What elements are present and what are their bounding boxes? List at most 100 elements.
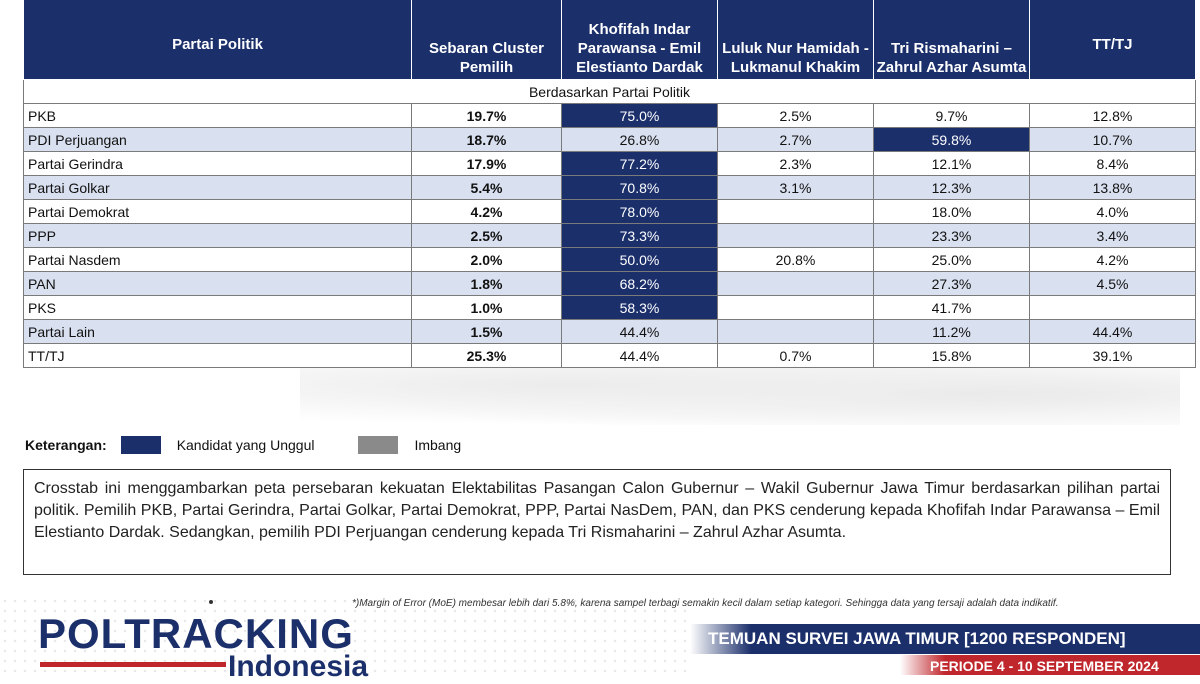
cell-khofifah: 50.0% (561, 247, 718, 272)
cell-khofifah: 68.2% (561, 271, 718, 296)
cell-tttj: 4.2% (1029, 247, 1196, 272)
legend-winner-swatch (120, 436, 161, 454)
cell-party: PDI Perjuangan (23, 127, 412, 152)
cell-party: PKB (23, 103, 412, 128)
cell-tttj: 39.1% (1029, 343, 1196, 368)
table-row: PAN 1.8% 68.2% 27.3% 4.5% (23, 271, 1196, 296)
cell-spread: 19.7% (411, 103, 562, 128)
survey-banner-title: TEMUAN SURVEI JAWA TIMUR [1200 RESPONDEN… (690, 624, 1200, 654)
cell-khofifah: 58.3% (561, 295, 718, 320)
cell-party: TT/TJ (23, 343, 412, 368)
cell-luluk: 20.8% (717, 247, 874, 272)
cell-risma: 15.8% (873, 343, 1030, 368)
table-row: Partai Lain 1.5% 44.4% 11.2% 44.4% (23, 319, 1196, 344)
footer-dot-pattern (0, 596, 690, 675)
cell-party: PPP (23, 223, 412, 248)
header-party: Partai Politik (23, 0, 412, 80)
cell-risma: 9.7% (873, 103, 1030, 128)
cell-party: Partai Nasdem (23, 247, 412, 272)
table-row: TT/TJ 25.3% 44.4% 0.7% 15.8% 39.1% (23, 343, 1196, 368)
survey-banner-period: PERIODE 4 - 10 SEPTEMBER 2024 (900, 655, 1200, 675)
table-row: PKS 1.0% 58.3% 41.7% (23, 295, 1196, 320)
cell-party: Partai Lain (23, 319, 412, 344)
cell-khofifah: 44.4% (561, 319, 718, 344)
cell-party: PAN (23, 271, 412, 296)
table-row: Partai Demokrat 4.2% 78.0% 18.0% 4.0% (23, 199, 1196, 224)
cell-risma: 12.1% (873, 151, 1030, 176)
legend: Keterangan: Kandidat yang Unggul Imbang (25, 435, 505, 455)
cell-luluk: 2.3% (717, 151, 874, 176)
header-risma: Tri Rismaharini – Zahrul Azhar Asumta (873, 0, 1030, 80)
header-tttj: TT/TJ (1029, 0, 1196, 80)
cell-spread: 5.4% (411, 175, 562, 200)
cell-luluk: 0.7% (717, 343, 874, 368)
moe-note: *)Margin of Error (MoE) membesar lebih d… (352, 598, 1059, 609)
section-row: Berdasarkan Partai Politik (23, 79, 1196, 104)
logo-dot (209, 600, 213, 604)
cell-luluk (717, 295, 874, 320)
cell-tttj (1029, 295, 1196, 320)
header-spread: Sebaran Cluster Pemilih (411, 0, 562, 80)
cell-spread: 2.0% (411, 247, 562, 272)
cell-spread: 1.8% (411, 271, 562, 296)
legend-tie-label: Imbang (414, 437, 462, 453)
cell-spread: 1.0% (411, 295, 562, 320)
logo-underline (40, 662, 226, 667)
cell-luluk (717, 223, 874, 248)
cell-khofifah: 26.8% (561, 127, 718, 152)
cell-luluk (717, 271, 874, 296)
cell-spread: 4.2% (411, 199, 562, 224)
cell-khofifah: 77.2% (561, 151, 718, 176)
cell-luluk (717, 319, 874, 344)
cell-risma: 41.7% (873, 295, 1030, 320)
cell-tttj: 4.5% (1029, 271, 1196, 296)
cell-spread: 25.3% (411, 343, 562, 368)
cell-luluk (717, 199, 874, 224)
cell-tttj: 44.4% (1029, 319, 1196, 344)
table-row: PKB 19.7% 75.0% 2.5% 9.7% 12.8% (23, 103, 1196, 128)
cell-luluk: 2.7% (717, 127, 874, 152)
cell-khofifah: 70.8% (561, 175, 718, 200)
cell-khofifah: 44.4% (561, 343, 718, 368)
header-luluk: Luluk Nur Hamidah - Lukmanul Khakim (717, 0, 874, 80)
cell-party: Partai Gerindra (23, 151, 412, 176)
cell-risma: 11.2% (873, 319, 1030, 344)
cell-party: Partai Demokrat (23, 199, 412, 224)
cell-spread: 18.7% (411, 127, 562, 152)
cell-tttj: 4.0% (1029, 199, 1196, 224)
cell-risma: 23.3% (873, 223, 1030, 248)
cell-spread: 2.5% (411, 223, 562, 248)
cell-risma: 27.3% (873, 271, 1030, 296)
cell-spread: 1.5% (411, 319, 562, 344)
cell-tttj: 10.7% (1029, 127, 1196, 152)
cell-luluk: 3.1% (717, 175, 874, 200)
cell-party: PKS (23, 295, 412, 320)
cell-tttj: 13.8% (1029, 175, 1196, 200)
legend-winner-label: Kandidat yang Unggul (176, 437, 315, 453)
cell-tttj: 3.4% (1029, 223, 1196, 248)
cell-luluk: 2.5% (717, 103, 874, 128)
note-box: Crosstab ini menggambarkan peta persebar… (23, 469, 1171, 575)
legend-tie-swatch (358, 436, 399, 454)
table-row: Partai Gerindra 17.9% 77.2% 2.3% 12.1% 8.4% (23, 151, 1196, 176)
cell-tttj: 8.4% (1029, 151, 1196, 176)
table-row: Partai Golkar 5.4% 70.8% 3.1% 12.3% 13.8% (23, 175, 1196, 200)
section-label: Berdasarkan Partai Politik (23, 79, 1196, 104)
cell-khofifah: 78.0% (561, 199, 718, 224)
cell-risma: 12.3% (873, 175, 1030, 200)
table-header-row: Partai Politik Sebaran Cluster Pemilih K… (23, 0, 1196, 80)
cell-tttj: 12.8% (1029, 103, 1196, 128)
cell-risma: 59.8% (873, 127, 1030, 152)
legend-title: Keterangan: (25, 437, 107, 453)
cell-khofifah: 75.0% (561, 103, 718, 128)
logo-text: POLTRACKING (38, 610, 354, 657)
table-row: PDI Perjuangan 18.7% 26.8% 2.7% 59.8% 10.7% (23, 127, 1196, 152)
logo-subtext: Indonesia (228, 650, 369, 683)
table-row: PPP 2.5% 73.3% 23.3% 3.4% (23, 223, 1196, 248)
table-row: Partai Nasdem 2.0% 50.0% 20.8% 25.0% 4.2% (23, 247, 1196, 272)
cell-risma: 18.0% (873, 199, 1030, 224)
cell-khofifah: 73.3% (561, 223, 718, 248)
cell-spread: 17.9% (411, 151, 562, 176)
header-khofifah: Khofifah Indar Parawansa - Emil Elestian… (561, 0, 718, 80)
cell-party: Partai Golkar (23, 175, 412, 200)
